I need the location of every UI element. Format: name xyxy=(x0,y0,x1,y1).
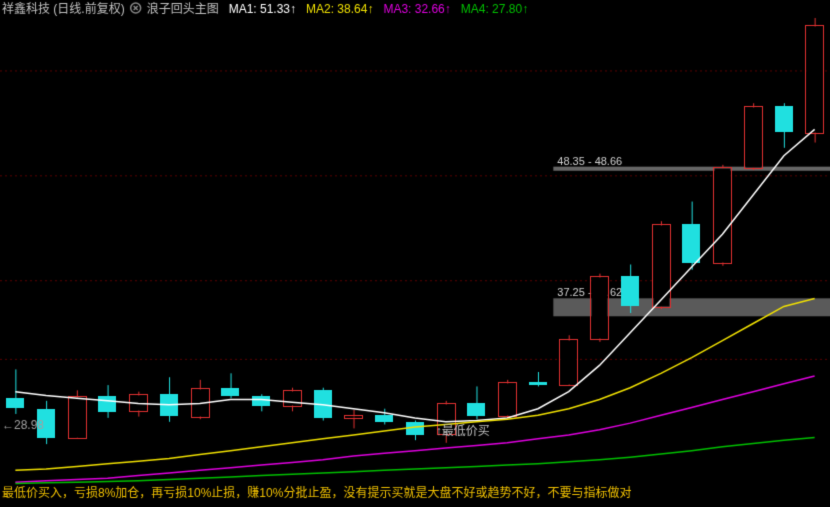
candlestick-chart[interactable] xyxy=(0,0,830,507)
